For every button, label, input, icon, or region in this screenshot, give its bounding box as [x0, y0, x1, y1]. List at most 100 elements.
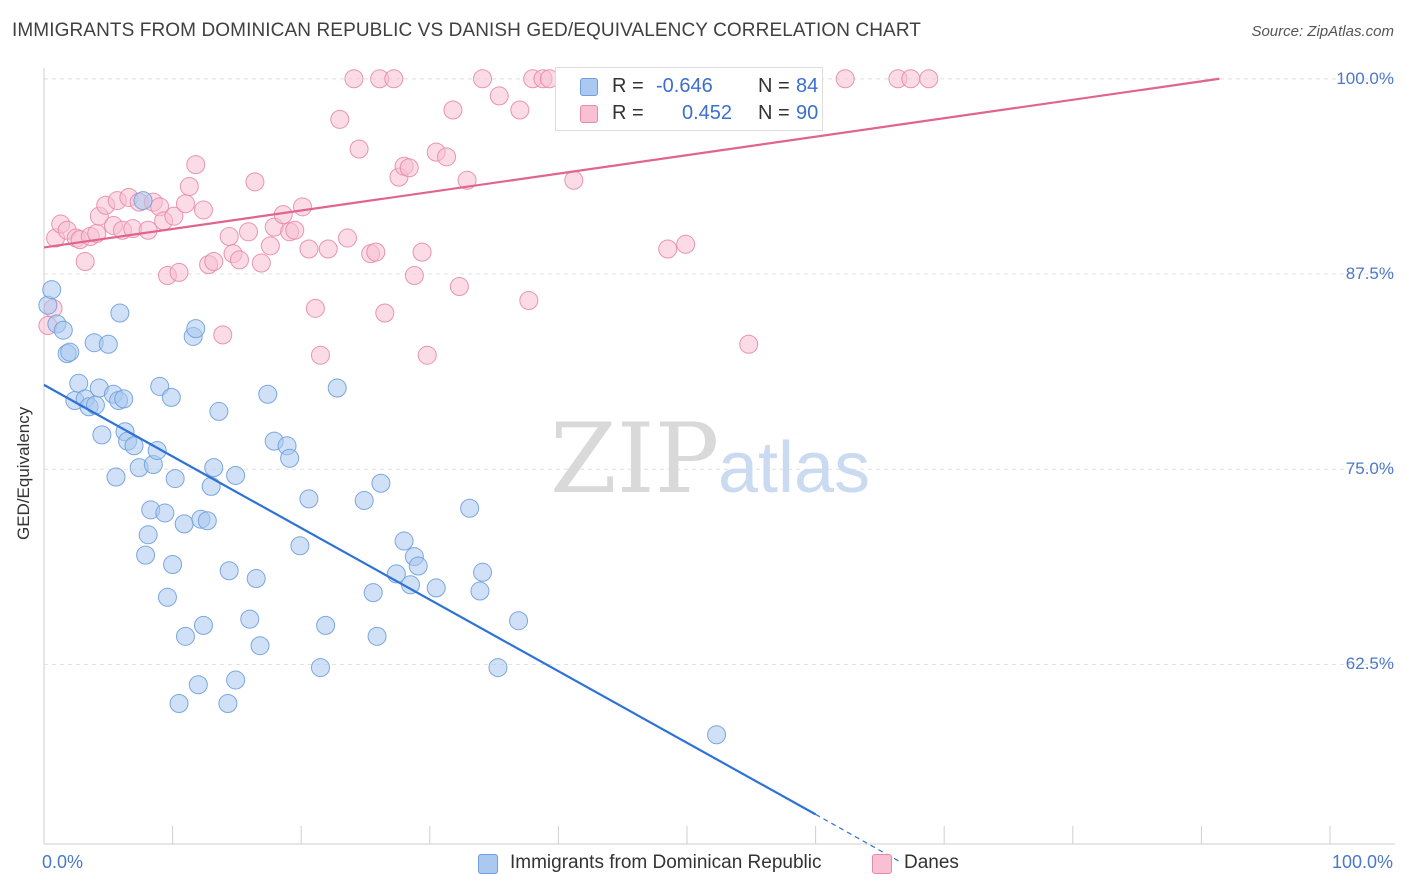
- dominican-point: [186, 319, 206, 339]
- dominican-point: [175, 626, 195, 646]
- dominican-point: [155, 503, 175, 523]
- danes-point: [510, 100, 530, 120]
- dominican-point: [354, 490, 374, 510]
- danes-point: [318, 239, 338, 259]
- dominican-point: [367, 626, 387, 646]
- dominican-swatch: [580, 78, 598, 96]
- dominican-point: [163, 554, 183, 574]
- dominican-point: [509, 611, 529, 631]
- danes-point: [193, 200, 213, 220]
- danes-point: [404, 266, 424, 286]
- chart-title: IMMIGRANTS FROM DOMINICAN REPUBLIC VS DA…: [12, 20, 922, 41]
- danes-point: [330, 109, 350, 129]
- dominican-point: [299, 489, 319, 509]
- dominican-point: [106, 467, 126, 487]
- danes-point: [179, 177, 199, 197]
- y-axis-label-wrap: GED/Equivalency: [14, 407, 34, 560]
- y-tick-label: 87.5%: [1345, 263, 1394, 283]
- dominican-point: [426, 578, 446, 598]
- legend-label-dominican: Immigrants from Dominican Republic: [510, 852, 822, 873]
- danes-point: [285, 220, 305, 240]
- danes-point: [186, 155, 206, 175]
- dominican-point: [226, 670, 246, 690]
- dominican-point: [60, 342, 80, 362]
- dominican-point: [250, 636, 270, 656]
- legend-swatch-dominican: [478, 854, 498, 874]
- dominican-point: [246, 569, 266, 589]
- dominican-point: [316, 615, 336, 635]
- dominican-point: [204, 458, 224, 478]
- legend-label-danes: Danes: [904, 852, 959, 873]
- dominican-point: [174, 514, 194, 534]
- danes-point: [175, 194, 195, 214]
- x-tick-min: 0.0%: [42, 852, 84, 872]
- dominican-point: [161, 387, 181, 407]
- danes-point: [417, 345, 437, 365]
- danes-point: [375, 303, 395, 323]
- dominican-point: [165, 469, 185, 489]
- dominican-point: [133, 191, 153, 211]
- dominican-point: [460, 498, 480, 518]
- dominican-trend-line: [43, 383, 817, 816]
- r-label: R =: [612, 75, 644, 97]
- n-value: 84: [796, 75, 819, 97]
- dominican-point: [38, 295, 58, 315]
- danes-point: [457, 170, 477, 190]
- danes-point: [658, 239, 678, 259]
- dominican-point: [169, 693, 189, 713]
- dominican-point: [394, 531, 414, 551]
- legend-swatch-danes: [872, 854, 892, 874]
- danes-point: [349, 139, 369, 159]
- danes-point: [919, 69, 939, 89]
- dominican-point: [197, 511, 217, 531]
- danes-point: [489, 86, 509, 106]
- danes-point: [164, 206, 184, 226]
- y-axis-label: GED/Equivalency: [14, 406, 33, 540]
- danes-point: [384, 69, 404, 89]
- danes-point: [75, 251, 95, 271]
- dominican-point: [219, 561, 239, 581]
- danes-point: [399, 158, 419, 178]
- danes-point: [219, 226, 239, 246]
- danes-point: [238, 222, 258, 242]
- n-value: 90: [796, 102, 819, 124]
- danes-point: [245, 172, 265, 192]
- watermark-zip: ZIP: [550, 403, 719, 515]
- dominican-point: [150, 376, 170, 396]
- x-tick-max: 100.0%: [1331, 852, 1393, 872]
- y-tick-label: 62.5%: [1345, 654, 1394, 674]
- y-tick-label: 100.0%: [1336, 68, 1394, 88]
- danes-point: [443, 100, 463, 120]
- dominican-point: [290, 536, 310, 556]
- dominican-point: [114, 389, 134, 409]
- danes-point: [676, 234, 696, 254]
- trend-lines: [43, 77, 1220, 862]
- dominican-point: [124, 436, 144, 456]
- dominican-point: [310, 658, 330, 678]
- dominican-point: [110, 303, 130, 323]
- dominican-point: [92, 425, 112, 445]
- dominican-point: [193, 615, 213, 635]
- danes-point: [437, 147, 457, 167]
- stats-box: R = -0.646 N = 84 R = 0.452 N = 90: [555, 67, 823, 131]
- dominican-point: [226, 465, 246, 485]
- dominican-point: [218, 693, 238, 713]
- danes-point: [473, 69, 493, 89]
- axes: [43, 68, 1395, 845]
- r-value: -0.646: [656, 75, 713, 97]
- y-tick-label: 75.0%: [1345, 459, 1394, 479]
- dominican-point: [240, 609, 260, 629]
- dominican-point: [258, 384, 278, 404]
- dominican-point: [408, 556, 428, 576]
- danes-point: [251, 253, 271, 273]
- dominican-point: [473, 562, 493, 582]
- danes-point: [901, 69, 921, 89]
- dominican-point: [157, 587, 177, 607]
- danes-point: [138, 220, 158, 240]
- dominican-point: [209, 401, 229, 421]
- danes-point: [260, 236, 280, 256]
- dominican-point: [136, 545, 156, 565]
- danes-point: [299, 239, 319, 259]
- r-value: 0.452: [682, 102, 733, 124]
- danes-point: [564, 170, 584, 190]
